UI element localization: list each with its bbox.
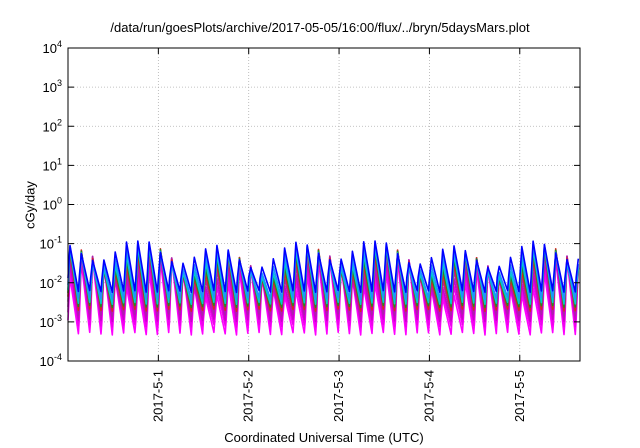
y-tick-label: 104 (43, 39, 62, 56)
series-line-8 (67, 240, 580, 294)
y-tick-label: 102 (43, 117, 62, 134)
y-tick-label: 10-3 (40, 313, 62, 330)
y-axis-label: cGy/day (22, 181, 38, 229)
x-tick-label: 2017-5-2 (241, 370, 256, 422)
grid (68, 48, 580, 361)
y-axis: 10-4 10-3 10-2 10-1 100 101 102 103 104 (40, 39, 580, 369)
x-tick-label: 2017-5-5 (512, 370, 527, 422)
x-tick-label: 2017-5-4 (421, 370, 436, 422)
x-tick-label: 2017-5-3 (331, 370, 346, 422)
series-line-0 (67, 258, 580, 336)
y-tick-label: 101 (43, 156, 62, 173)
y-tick-label: 103 (43, 78, 62, 95)
chart-title: /data/run/goesPlots/archive/2017-05-05/1… (110, 20, 530, 35)
x-axis-label: Coordinated Universal Time (UTC) (224, 430, 424, 445)
y-tick-label: 10-1 (40, 235, 62, 252)
y-tick-label: 10-2 (40, 274, 62, 291)
y-tick-label: 10-4 (40, 352, 62, 369)
series-layer (67, 240, 580, 336)
y-tick-label: 100 (43, 196, 62, 213)
x-axis: 2017-5-1 2017-5-2 2017-5-3 2017-5-4 2017-5-5 (150, 48, 527, 422)
x-tick-label: 2017-5-1 (150, 370, 165, 422)
